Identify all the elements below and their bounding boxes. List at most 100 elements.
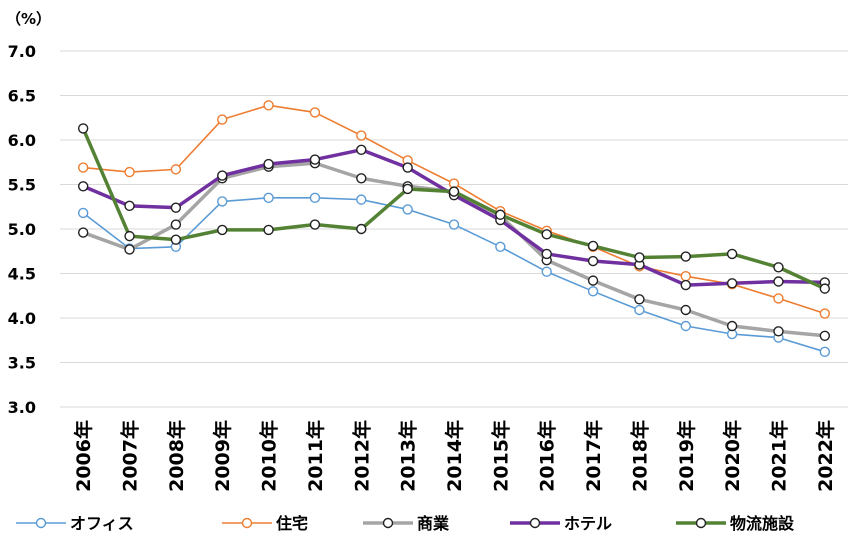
data-series	[77, 100, 831, 358]
data-point	[263, 224, 274, 236]
data-point	[587, 240, 599, 252]
data-point	[819, 283, 831, 294]
data-point	[448, 219, 460, 230]
data-point	[402, 183, 413, 195]
legend-item: 商業	[363, 514, 450, 533]
series-3	[77, 144, 831, 291]
legend: オフィス 住宅 商業 ホテル 物流施設	[16, 514, 795, 533]
data-point	[217, 114, 228, 125]
data-point	[170, 164, 182, 175]
data-point	[680, 251, 691, 262]
x-tick-label: 2017年	[582, 420, 605, 492]
series-line	[82, 148, 825, 287]
y-tick-label: 6.0	[8, 131, 36, 150]
y-tick-label: 4.0	[8, 309, 36, 328]
data-point	[170, 234, 182, 245]
y-tick-label: 7.0	[8, 42, 36, 61]
data-point	[680, 279, 691, 291]
legend-label: ホテル	[564, 514, 612, 533]
data-point	[124, 230, 135, 242]
data-point	[773, 276, 784, 287]
x-tick-label: 2006年	[72, 420, 95, 492]
data-point	[170, 219, 182, 230]
y-tick-label: 3.0	[8, 398, 36, 417]
data-point	[217, 196, 228, 207]
data-point	[773, 262, 784, 273]
data-point	[680, 270, 691, 282]
data-point	[541, 266, 552, 277]
legend-marker	[529, 517, 541, 529]
legend-label: オフィス	[70, 514, 134, 533]
data-point	[309, 107, 321, 118]
data-point	[495, 209, 506, 220]
data-point	[819, 330, 831, 341]
x-tick-label: 2008年	[165, 420, 188, 492]
y-tick-label: 5.0	[8, 220, 36, 239]
data-point	[77, 207, 89, 219]
y-axis-unit-label: （%）	[6, 10, 51, 28]
y-tick-label: 4.5	[8, 265, 36, 284]
x-tick-label: 2015年	[489, 420, 512, 492]
data-point	[634, 252, 645, 263]
x-tick-label: 2010年	[258, 420, 281, 492]
data-point	[124, 200, 135, 212]
x-tick-label: 2016年	[536, 420, 559, 492]
data-point	[587, 286, 599, 297]
data-point	[124, 166, 135, 178]
data-point	[263, 158, 274, 170]
x-tick-label: 2014年	[443, 420, 466, 492]
data-point	[680, 320, 691, 332]
data-point	[819, 308, 831, 319]
data-point	[356, 144, 367, 155]
data-point	[402, 204, 413, 215]
data-point	[356, 194, 367, 205]
data-point	[495, 241, 506, 253]
data-point	[356, 130, 367, 141]
legend-label: 住宅	[276, 514, 308, 533]
data-point	[217, 170, 228, 181]
data-point	[263, 100, 274, 111]
x-tick-label: 2019年	[675, 420, 698, 492]
data-point	[77, 181, 89, 192]
data-point	[541, 248, 552, 260]
data-point	[402, 162, 413, 173]
legend-label: 商業	[417, 514, 450, 533]
x-tick-label: 2007年	[119, 420, 142, 492]
series-4	[77, 123, 831, 294]
data-point	[773, 326, 784, 337]
legend-marker	[241, 517, 253, 529]
x-tick-label: 2013年	[397, 420, 420, 492]
data-point	[263, 192, 274, 204]
legend-item: 物流施設	[676, 514, 795, 533]
data-point	[773, 293, 784, 304]
data-point	[726, 320, 738, 332]
y-tick-label: 5.5	[8, 176, 36, 195]
data-point	[541, 229, 552, 240]
x-tick-label: 2021年	[767, 420, 790, 492]
legend-label: 物流施設	[730, 514, 795, 533]
data-point	[309, 192, 321, 204]
x-tick-label: 2009年	[211, 420, 234, 492]
x-tick-label: 2011年	[304, 420, 327, 492]
legend-item: ホテル	[510, 514, 612, 533]
y-tick-label: 6.5	[8, 87, 36, 106]
legend-marker	[35, 517, 47, 529]
data-point	[680, 304, 691, 316]
legend-marker	[382, 517, 394, 529]
series-0	[77, 192, 831, 358]
data-point	[634, 304, 645, 316]
data-point	[726, 278, 738, 289]
data-point	[356, 223, 367, 235]
data-point	[77, 162, 89, 173]
data-point	[170, 202, 182, 213]
y-tick-label: 3.5	[8, 354, 36, 373]
x-tick-label: 2018年	[628, 420, 651, 492]
data-point	[77, 123, 89, 134]
data-point	[217, 224, 228, 236]
series-line	[81, 127, 826, 291]
data-point	[309, 154, 321, 165]
data-point	[448, 186, 460, 197]
data-point	[726, 248, 738, 260]
data-point	[634, 294, 645, 305]
